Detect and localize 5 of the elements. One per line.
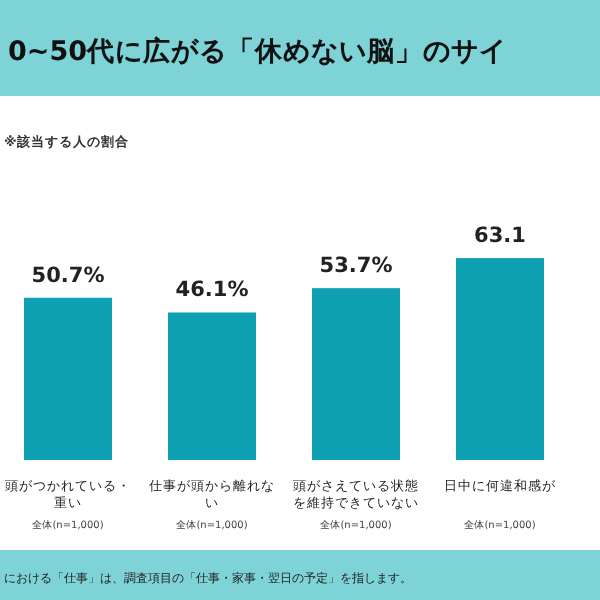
value-label: 53.7% bbox=[319, 254, 393, 279]
value-label: 50.7% bbox=[31, 263, 105, 288]
value-label: 46.1% bbox=[175, 278, 249, 303]
title: 0~50代に広がる「休めない脳」のサイ bbox=[8, 36, 507, 68]
value-label: 63.1 bbox=[474, 224, 526, 249]
